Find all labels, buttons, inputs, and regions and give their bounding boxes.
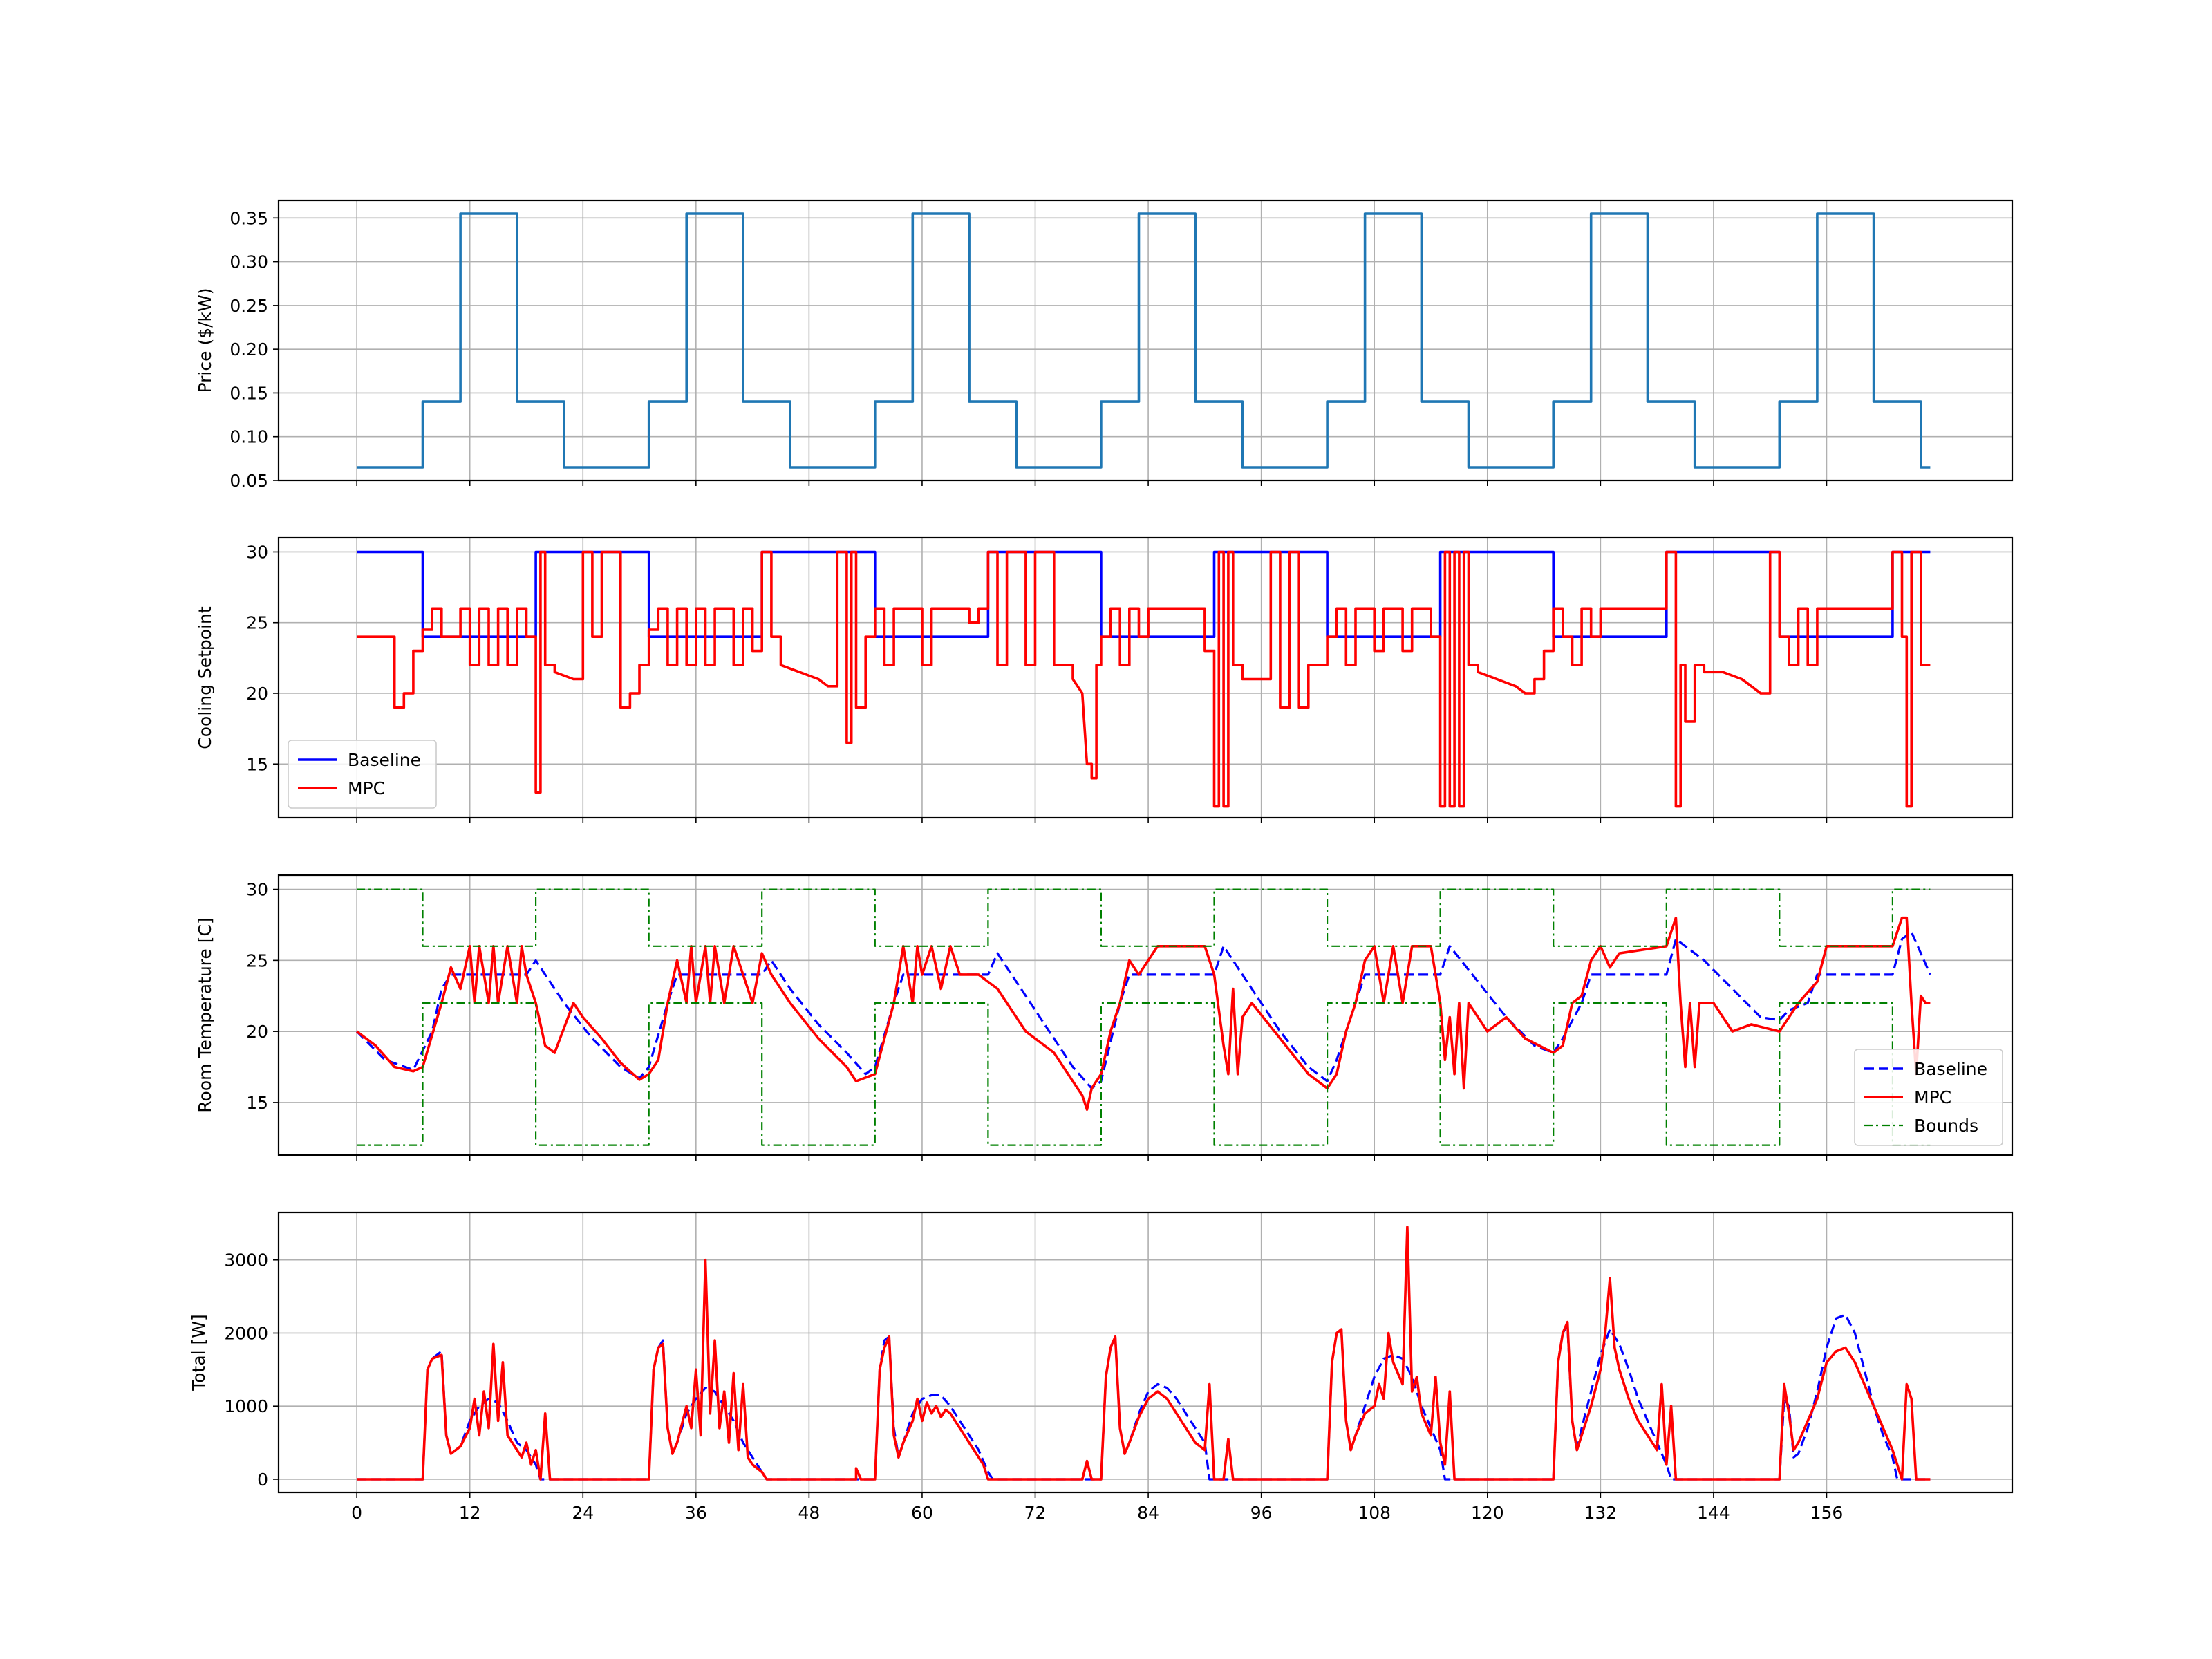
legend-label-baseline: Baseline [1914, 1059, 1987, 1079]
series-group [355, 888, 1931, 1146]
x-tick-label: 72 [1024, 1503, 1047, 1523]
x-tick-label: 96 [1250, 1503, 1273, 1523]
series-room_temperature-3-line [357, 1002, 1931, 1146]
x-tick-label: 132 [1584, 1503, 1617, 1523]
y-tick-label: 0.25 [229, 296, 268, 316]
y-axis-label: Price ($/kW) [195, 288, 215, 393]
legend-label-bounds: Bounds [1914, 1116, 1978, 1136]
y-tick-label: 0.20 [229, 339, 268, 359]
y-tick-label: 1000 [224, 1396, 268, 1416]
y-tick-label: 0 [257, 1470, 268, 1490]
y-tick-label: 30 [246, 880, 268, 900]
y-tick-label: 25 [246, 613, 268, 633]
y-axis-label: Room Temperature [C] [195, 917, 215, 1112]
axes-frame [277, 874, 2014, 1156]
legend: Baseline MPC [288, 740, 437, 809]
y-tick-label: 2000 [224, 1323, 268, 1343]
legend-box [1854, 1049, 2003, 1146]
y-tick-label: 0.10 [229, 427, 268, 447]
x-tick-label: 120 [1471, 1503, 1504, 1523]
x-tick-label: 84 [1137, 1503, 1159, 1523]
y-axis-label: Cooling Setpoint [195, 606, 215, 749]
legend: Baseline MPC Bounds [1854, 1049, 2003, 1146]
series-price-0-line [357, 212, 1931, 469]
x-tick-label: 156 [1810, 1503, 1844, 1523]
legend-label-mpc: MPC [348, 778, 385, 798]
y-tick-label: 3000 [224, 1250, 268, 1271]
panel-total_power: 0 12 24 36 48 60 72 84 96 108 120 132 144 156 0 1000 200… [189, 1211, 2014, 1523]
y-tick-label: 15 [246, 1093, 268, 1113]
panel-setpoint: 15 20 25 30 Cooling Setpoint Baseline MPC [195, 536, 2014, 823]
series-group [357, 1226, 1931, 1481]
y-tick-label: 0.05 [229, 471, 268, 491]
y-tick-label: 0.30 [229, 252, 268, 272]
series-baseline-line [357, 550, 1931, 638]
x-tick-label: 12 [459, 1503, 481, 1523]
series-group [357, 550, 1931, 808]
x-tick-label: 144 [1697, 1503, 1730, 1523]
series-mpc-line [357, 1226, 1931, 1481]
y-tick-label: 30 [246, 542, 268, 562]
legend-label-mpc: MPC [1914, 1087, 1951, 1107]
series-group [357, 212, 1931, 469]
legend-box [288, 740, 437, 809]
x-tick-label: 108 [1358, 1503, 1391, 1523]
y-tick-label: 20 [246, 684, 268, 704]
series-baseline-line [357, 1313, 1931, 1481]
axes-frame [277, 1211, 2014, 1494]
y-tick-label: 15 [246, 754, 268, 774]
y-tick-label: 25 [246, 950, 268, 971]
y-tick-label: 0.15 [229, 383, 268, 403]
series-bounds-line [357, 888, 1931, 947]
y-tick-label: 0.35 [229, 208, 268, 228]
x-tick-label: 60 [911, 1503, 933, 1523]
x-tick-label: 48 [798, 1503, 820, 1523]
legend-label-baseline: Baseline [348, 750, 421, 770]
x-tick-label: 36 [685, 1503, 707, 1523]
series-mpc-line [357, 550, 1931, 808]
x-tick-label: 0 [351, 1503, 362, 1523]
series-mpc-line [356, 916, 1931, 1111]
x-tick-label: 24 [572, 1503, 594, 1523]
y-axis-label: Total [W] [189, 1314, 209, 1391]
axes-frame [277, 536, 2014, 819]
axes-frame [277, 199, 2014, 482]
panel-price: 0.05 0.10 0.15 0.20 0.25 0.30 0.35 Price ($/kW) [195, 199, 2014, 491]
y-tick-label: 20 [246, 1022, 268, 1042]
